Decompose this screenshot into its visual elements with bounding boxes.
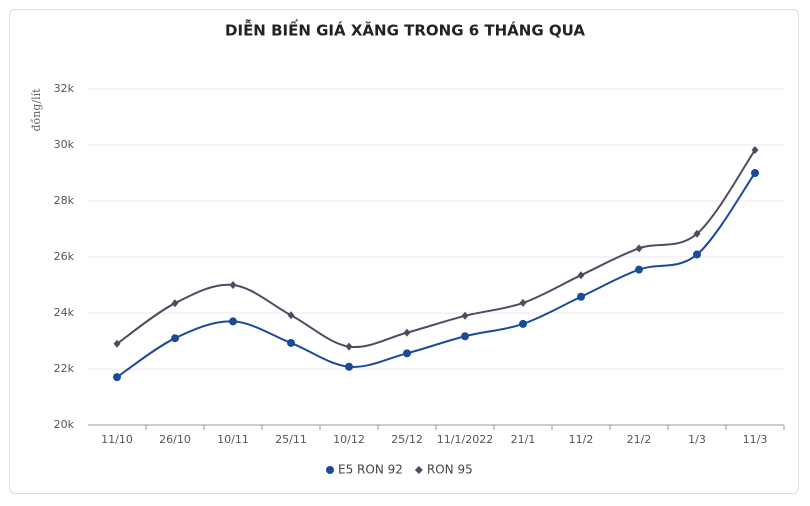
- legend-marker: [326, 466, 334, 474]
- point: [113, 339, 121, 348]
- point: [577, 271, 585, 280]
- point: [751, 146, 759, 155]
- y-axis-label: đồng/lít: [30, 88, 43, 132]
- point: [287, 311, 295, 320]
- point: [693, 229, 701, 238]
- y-tick-label: 28k: [54, 194, 75, 207]
- y-tick-label: 20k: [54, 418, 75, 431]
- point: [171, 334, 179, 343]
- point: [403, 349, 411, 358]
- y-tick-label: 24k: [54, 306, 75, 319]
- y-tick-label: 30k: [54, 138, 75, 151]
- point: [461, 311, 469, 320]
- point: [693, 250, 701, 259]
- point: [519, 298, 527, 307]
- point: [287, 338, 295, 347]
- x-tick-label: 21/1: [511, 433, 536, 446]
- point: [229, 317, 237, 326]
- x-tick-label: 11/10: [101, 433, 133, 446]
- x-tick-label: 25/11: [275, 433, 307, 446]
- x-tick-label: 26/10: [159, 433, 191, 446]
- y-tick-label: 32k: [54, 82, 75, 95]
- point: [635, 265, 643, 274]
- series-line: [116, 149, 756, 349]
- point: [345, 342, 353, 351]
- series-line: [116, 172, 756, 378]
- x-tick-label: 11/2: [569, 433, 594, 446]
- point: [519, 319, 527, 328]
- point: [229, 281, 237, 289]
- x-tick-label: 10/11: [217, 433, 249, 446]
- point: [171, 299, 179, 308]
- point: [577, 292, 585, 301]
- x-tick-label: 11/3: [743, 433, 768, 446]
- x-tick-label: 10/12: [333, 433, 365, 446]
- point: [751, 169, 759, 177]
- point: [403, 328, 411, 337]
- y-tick-label: 26k: [54, 250, 75, 263]
- point: [113, 373, 121, 382]
- chart-title: DIỄN BIẾN GIÁ XĂNG TRONG 6 THÁNG QUA: [225, 19, 585, 40]
- y-tick-label: 22k: [54, 362, 75, 375]
- x-tick-label: 1/3: [688, 433, 706, 446]
- x-tick-label: 25/12: [391, 433, 423, 446]
- legend-label: E5 RON 92: [338, 463, 403, 477]
- legend-marker: [414, 466, 423, 474]
- chart-card: [9, 9, 799, 494]
- point: [461, 332, 469, 341]
- x-tick-label: 21/2: [627, 433, 652, 446]
- x-tick-label: 11/1/2022: [437, 433, 493, 446]
- point: [345, 362, 353, 371]
- legend-label: RON 95: [427, 463, 473, 477]
- point: [635, 244, 643, 253]
